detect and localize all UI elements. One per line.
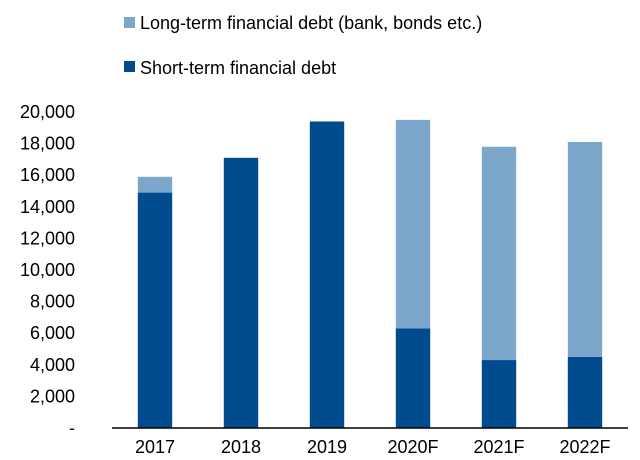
x-tick-label: 2021F [473, 437, 524, 457]
y-tick-label: 10,000 [20, 260, 75, 280]
y-axis: - 2,000 4,000 6,000 8,000 10,000 12,000 14,000 1… [20, 102, 75, 438]
y-tick-label: 12,000 [20, 228, 75, 248]
bar-short-term [395, 328, 431, 428]
y-tick-label: 20,000 [20, 102, 75, 122]
bar-long-term [395, 119, 431, 329]
legend-label-long-term: Long-term financial debt (bank, bonds et… [140, 13, 482, 33]
bar-short-term [137, 192, 173, 428]
x-tick-label: 2017 [135, 437, 175, 457]
y-tick-label: 2,000 [30, 386, 75, 406]
bar-short-term [223, 157, 259, 428]
x-tick-label: 2019 [307, 437, 347, 457]
legend-item-long-term: Long-term financial debt (bank, bonds et… [124, 13, 482, 33]
y-tick-label: 14,000 [20, 197, 75, 217]
legend-swatch-long-term [124, 17, 135, 28]
bar-long-term [481, 146, 517, 361]
y-tick-label: 16,000 [20, 165, 75, 185]
x-tick-label: 2018 [221, 437, 261, 457]
y-tick-label: 8,000 [30, 292, 75, 312]
bar-short-term [567, 356, 603, 428]
y-tick-label: 18,000 [20, 134, 75, 154]
bar-short-term [481, 360, 517, 428]
y-tick-label: 4,000 [30, 355, 75, 375]
bar-long-term [567, 142, 603, 357]
legend-label-short-term: Short-term financial debt [140, 58, 336, 78]
legend-swatch-short-term [124, 61, 135, 72]
y-tick-label: 6,000 [30, 323, 75, 343]
legend: Long-term financial debt (bank, bonds et… [124, 13, 482, 78]
x-axis: 2017 2018 2019 2020F 2021F 2022F [135, 437, 611, 457]
bar-long-term [137, 176, 173, 193]
legend-item-short-term: Short-term financial debt [124, 58, 336, 78]
bars [137, 119, 603, 428]
y-tick-label: - [69, 418, 75, 438]
x-tick-label: 2020F [387, 437, 438, 457]
bar-short-term [309, 121, 345, 428]
x-tick-label: 2022F [559, 437, 610, 457]
